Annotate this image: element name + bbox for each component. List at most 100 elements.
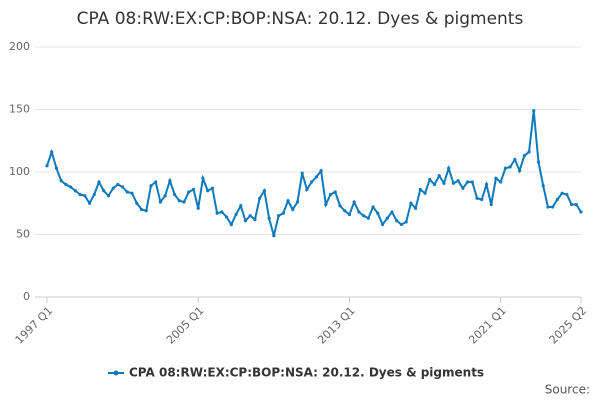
data-point	[451, 181, 456, 185]
data-point	[395, 219, 399, 223]
data-point	[187, 190, 191, 194]
y-tick-label: 150	[9, 103, 30, 116]
data-point	[319, 169, 323, 173]
data-point	[579, 210, 583, 214]
data-point	[338, 204, 342, 208]
data-point	[565, 192, 569, 197]
data-point	[560, 191, 564, 195]
data-point	[423, 191, 427, 195]
data-point	[276, 214, 281, 218]
data-point	[300, 171, 304, 175]
x-tick-label: 2013 Q1	[315, 304, 358, 347]
data-point	[456, 179, 460, 183]
data-point	[191, 187, 196, 192]
data-point	[182, 200, 186, 204]
data-point	[513, 157, 517, 162]
data-point	[532, 109, 536, 113]
data-point	[168, 179, 172, 183]
y-tick-label: 50	[16, 228, 30, 241]
data-point	[371, 205, 375, 209]
data-point	[574, 202, 578, 207]
data-point	[551, 205, 555, 209]
data-point	[102, 189, 106, 193]
data-point	[541, 184, 545, 188]
data-point	[267, 216, 271, 220]
data-point	[324, 202, 328, 207]
data-point	[83, 194, 87, 198]
data-point	[465, 180, 470, 184]
data-point	[215, 211, 219, 215]
data-point	[144, 209, 148, 213]
data-point	[546, 205, 550, 209]
data-point	[243, 219, 248, 223]
data-point	[135, 201, 139, 205]
data-point	[428, 177, 432, 182]
x-tick-label: 2005 Q1	[164, 304, 207, 347]
data-point	[154, 180, 158, 184]
data-point	[480, 197, 484, 202]
data-point	[305, 187, 309, 192]
data-point	[286, 199, 290, 203]
data-point	[522, 154, 526, 158]
data-point	[437, 174, 441, 178]
data-point	[116, 182, 120, 187]
data-point	[475, 196, 479, 200]
data-point	[139, 207, 144, 212]
data-point	[357, 210, 361, 214]
data-point	[64, 182, 68, 187]
data-point	[172, 192, 177, 197]
data-point	[224, 215, 229, 219]
data-point	[50, 150, 54, 154]
data-point	[494, 176, 498, 180]
data-point	[555, 197, 559, 202]
data-point	[409, 201, 413, 205]
data-point	[234, 212, 238, 217]
data-point	[125, 190, 129, 194]
data-point	[78, 192, 82, 197]
x-tick-label: 2021 Q1	[466, 304, 509, 347]
data-point	[508, 165, 512, 169]
data-point	[177, 199, 181, 203]
data-point	[239, 204, 243, 208]
data-point	[59, 179, 63, 183]
data-point	[517, 169, 522, 173]
data-point	[399, 222, 404, 227]
y-tick-label: 0	[23, 290, 30, 303]
data-point	[106, 194, 111, 198]
data-point	[328, 192, 333, 197]
data-point	[97, 180, 101, 184]
data-point	[489, 202, 493, 207]
data-point	[158, 200, 163, 204]
data-point	[414, 206, 418, 210]
data-point	[229, 222, 233, 227]
data-point	[291, 207, 295, 212]
chart-title: CPA 08:RW:EX:CP:BOP:NSA: 20.12. Dyes & p…	[77, 9, 524, 29]
data-point	[385, 216, 389, 220]
data-point	[447, 166, 451, 170]
data-point	[130, 191, 134, 195]
data-point	[92, 192, 96, 197]
data-point	[442, 181, 446, 185]
data-point	[333, 190, 337, 194]
data-point	[281, 211, 285, 215]
data-point	[404, 220, 408, 224]
data-point	[87, 201, 92, 205]
data-point	[111, 186, 115, 190]
data-point	[347, 212, 352, 217]
data-point	[73, 189, 77, 193]
data-point	[461, 186, 465, 190]
data-point	[376, 211, 380, 215]
data-point	[432, 182, 437, 187]
x-tick-label: 2025 Q2	[547, 304, 590, 347]
data-point	[248, 214, 252, 218]
y-tick-label: 100	[9, 165, 30, 178]
data-point	[352, 200, 356, 204]
data-point	[220, 210, 224, 214]
data-point	[196, 206, 200, 210]
data-point	[470, 180, 474, 184]
data-point	[253, 217, 257, 222]
source-label: Source:	[545, 383, 590, 397]
data-point	[503, 166, 507, 170]
data-point	[201, 176, 205, 180]
